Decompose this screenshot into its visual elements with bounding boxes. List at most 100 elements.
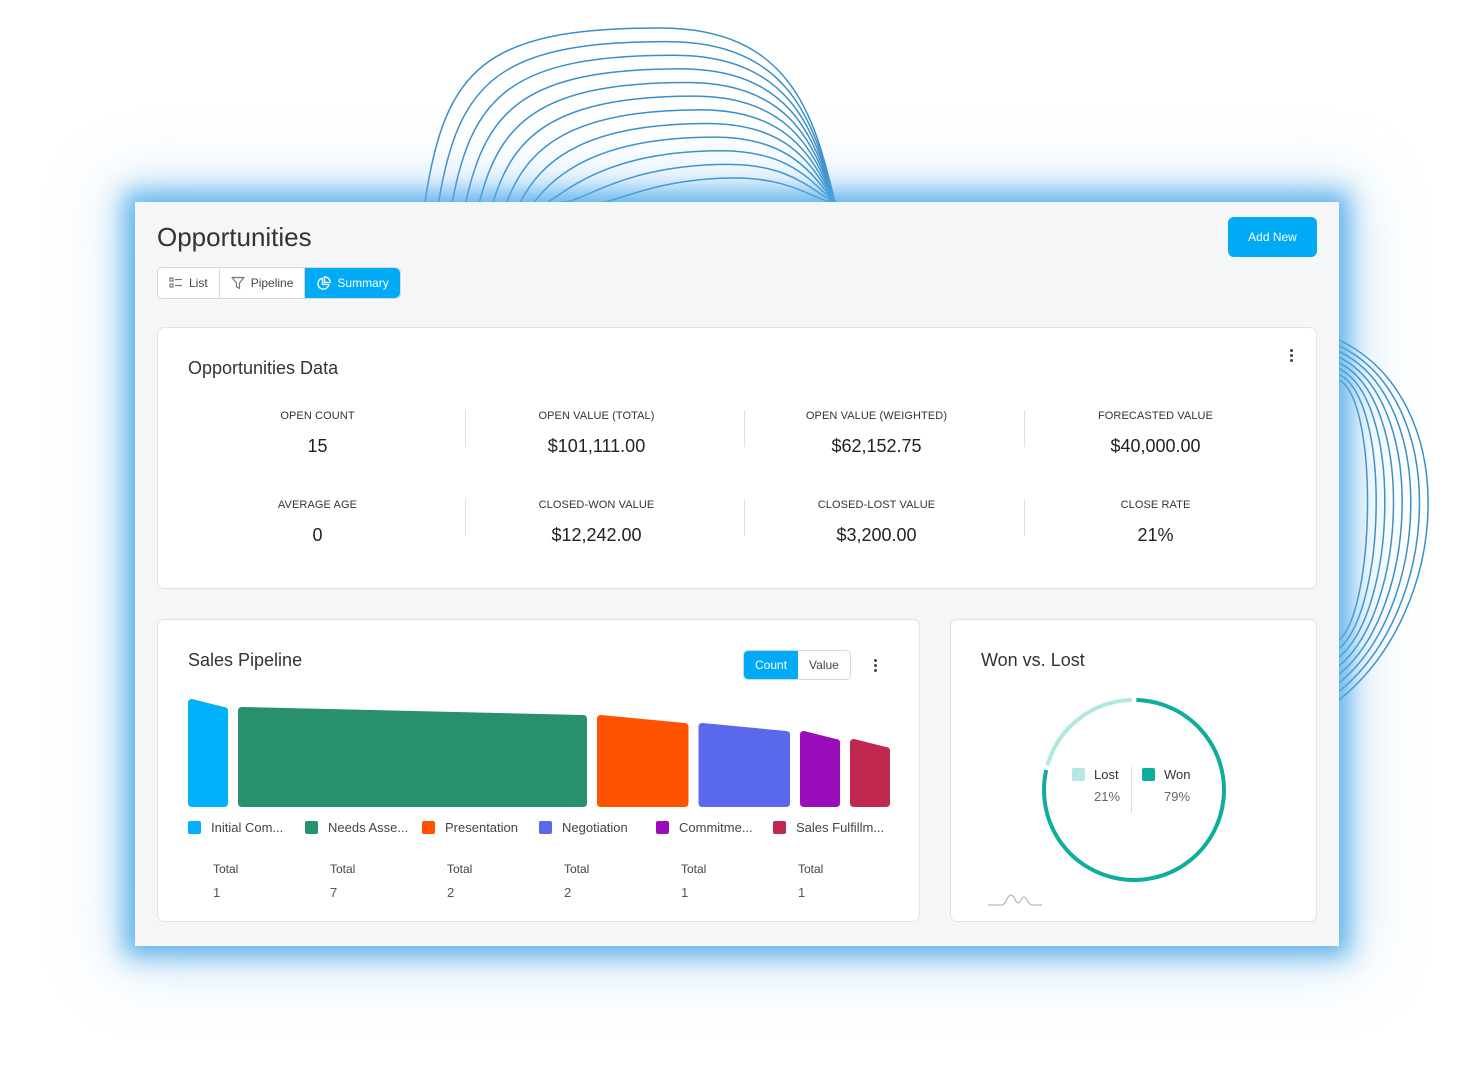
tab-pipeline-label: Pipeline (250, 276, 294, 290)
pipeline-bar[interactable] (188, 699, 228, 807)
stage-total-value: 1 (213, 885, 221, 900)
metric-value: 0 (312, 525, 323, 545)
stage-total: Total 7 (330, 862, 355, 900)
pipeline-bar[interactable] (597, 715, 689, 807)
tab-list-label: List (189, 276, 208, 290)
legend-item[interactable]: Presentation (422, 820, 518, 835)
stage-total: Total 2 (447, 862, 472, 900)
tab-summary[interactable]: Summary (305, 268, 400, 298)
metric-closed-lost-value: CLOSED-LOST VALUE $3,200.00 (737, 499, 1016, 546)
pipeline-funnel-chart (188, 699, 890, 807)
list-icon (169, 277, 182, 288)
metric-value: $40,000.00 (1110, 436, 1201, 456)
wave-line (1338, 367, 1386, 658)
stage-total-label: Total (213, 862, 239, 876)
wave-line (1338, 356, 1403, 675)
page-title: Opportunities (157, 222, 312, 252)
stage-total-label: Total (330, 862, 356, 876)
tab-summary-label: Summary (337, 276, 389, 290)
legend-label: Initial Com... (211, 820, 284, 835)
stage-total-value: 2 (447, 885, 455, 900)
tab-pipeline[interactable]: Pipeline (220, 268, 306, 298)
metric-label: OPEN VALUE (WEIGHTED) (805, 410, 948, 422)
divider (1024, 499, 1025, 536)
stage-total: Total 1 (213, 862, 238, 900)
wave-line (561, 163, 836, 203)
donut-slice-won[interactable] (1042, 698, 1226, 882)
donut-legend-lost: Lost 21% (1072, 767, 1120, 804)
filter-icon (231, 276, 245, 290)
wave-line (1338, 339, 1429, 701)
lost-label: Lost (1094, 767, 1119, 782)
wave-line (478, 81, 836, 203)
legend-label: Commitme... (679, 820, 753, 835)
pipeline-bar[interactable] (850, 739, 890, 807)
pipeline-bar[interactable] (800, 731, 840, 807)
metric-value: 21% (1137, 525, 1174, 545)
divider (744, 499, 745, 536)
divider (465, 499, 466, 536)
legend-label: Presentation (445, 820, 518, 835)
legend-swatch (305, 821, 318, 834)
metric-average-age: AVERAGE AGE 0 (178, 499, 457, 546)
wave-line (1338, 350, 1412, 684)
stage-total-label: Total (564, 862, 590, 876)
stage-total-value: 1 (681, 885, 689, 900)
wave-line (465, 68, 836, 203)
legend-label: Sales Fulfillm... (796, 820, 885, 835)
divider (465, 410, 466, 447)
legend-swatch (773, 821, 786, 834)
wave-line (424, 27, 836, 203)
metric-label: OPEN VALUE (TOTAL) (538, 410, 655, 422)
divider (1024, 410, 1025, 447)
won-lost-donut-chart (1042, 698, 1226, 882)
more-options-icon[interactable] (866, 656, 884, 674)
tab-list[interactable]: List (158, 268, 220, 298)
more-options-icon[interactable] (1282, 346, 1300, 364)
pie-chart-icon (317, 275, 332, 290)
legend-item[interactable]: Negotiation (539, 820, 628, 835)
wave-line (451, 54, 836, 203)
wave-line (519, 122, 836, 203)
legend-swatch (539, 821, 552, 834)
lost-swatch (1072, 768, 1085, 781)
stage-total-label: Total (447, 862, 473, 876)
metric-label: OPEN COUNT (280, 410, 355, 422)
wave-line (1338, 345, 1421, 693)
donut-slice-lost[interactable] (1045, 698, 1132, 766)
divider (744, 410, 745, 447)
sales-pipeline-title: Sales Pipeline (188, 650, 303, 670)
legend-item[interactable]: Needs Asse... (305, 820, 408, 835)
legend-item[interactable]: Commitme... (656, 820, 753, 835)
stage-total-label: Total (681, 862, 707, 876)
sales-pipeline-card: Sales Pipeline Count Value Initial Com..… (157, 619, 920, 922)
opportunities-data-card: Opportunities Data OPEN COUNT 15 OPEN VA… (157, 327, 1317, 589)
metric-closed-won-value: CLOSED-WON VALUE $12,242.00 (457, 499, 736, 546)
count-toggle-button[interactable]: Count (744, 651, 799, 679)
value-toggle-button[interactable]: Value (809, 658, 839, 672)
pipeline-bar[interactable] (698, 723, 791, 807)
won-label: Won (1164, 767, 1191, 782)
legend-swatch (188, 821, 201, 834)
metric-close-rate: CLOSE RATE 21% (1016, 499, 1295, 546)
won-swatch (1142, 768, 1155, 781)
stage-total-value: 2 (564, 885, 572, 900)
won-percent: 79% (1164, 789, 1191, 804)
wave-line (492, 95, 836, 203)
opportunities-data-title: Opportunities Data (188, 358, 339, 378)
legend-item[interactable]: Sales Fulfillm... (773, 820, 884, 835)
won-vs-lost-title: Won vs. Lost (981, 650, 1085, 670)
metric-value: $101,111.00 (547, 436, 646, 456)
lost-percent: 21% (1094, 789, 1121, 804)
metric-value: $12,242.00 (551, 525, 642, 545)
metric-label: CLOSE RATE (1120, 499, 1191, 511)
metric-open-count: OPEN COUNT 15 (178, 410, 457, 457)
wave-line (506, 109, 836, 203)
metric-label: CLOSED-LOST VALUE (817, 499, 936, 511)
pipeline-bar[interactable] (238, 707, 587, 807)
add-new-button[interactable]: Add New (1228, 217, 1317, 257)
legend-item[interactable]: Initial Com... (188, 820, 283, 835)
wave-line (437, 40, 836, 203)
metric-label: FORECASTED VALUE (1097, 410, 1214, 422)
app-window: Opportunities Add New List Pipeline Summ… (135, 202, 1339, 946)
